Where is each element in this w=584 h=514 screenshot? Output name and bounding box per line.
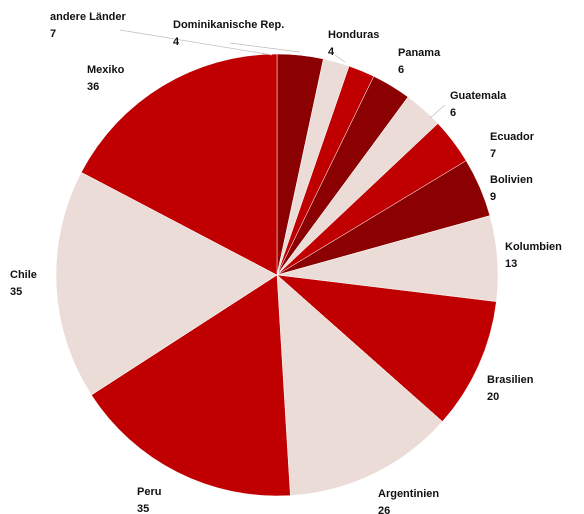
pie-slice — [55, 171, 278, 396]
slice-value: 36 — [87, 81, 99, 93]
slice-label: Bolivien — [490, 174, 533, 186]
leader-line — [229, 42, 301, 53]
slice-value: 13 — [505, 258, 517, 270]
pie-slice — [276, 274, 497, 422]
slice-label: Argentinien — [378, 488, 439, 500]
slice-label: Ecuador — [490, 131, 535, 143]
slice-label: Kolumbien — [505, 241, 562, 253]
slice-value: 4 — [328, 46, 335, 58]
slice-value: 6 — [398, 64, 404, 76]
slice-label: Peru — [137, 486, 161, 498]
slice-label: Brasilien — [487, 374, 534, 386]
pie-slice — [80, 53, 278, 276]
pie-slice — [91, 274, 291, 497]
pie-slice — [276, 274, 443, 496]
slice-label: Chile — [10, 269, 37, 281]
leader-line — [334, 54, 346, 63]
slice-value: 26 — [378, 505, 390, 514]
slice-value: 7 — [50, 28, 56, 40]
slice-value: 7 — [490, 148, 496, 160]
slice-value: 20 — [487, 391, 499, 403]
slice-label: Panama — [398, 47, 441, 59]
slice-label: andere Länder — [50, 11, 127, 23]
slice-value: 35 — [10, 286, 22, 298]
slice-label: Mexiko — [87, 64, 125, 76]
slice-value: 6 — [450, 107, 456, 119]
slice-label: Dominikanische Rep. — [173, 19, 284, 31]
leader-line — [429, 104, 446, 119]
slice-value: 4 — [173, 36, 180, 48]
slice-value: 9 — [490, 191, 496, 203]
slice-label: Guatemala — [450, 90, 507, 102]
slice-value: 35 — [137, 503, 149, 514]
leader-line — [119, 29, 273, 56]
slice-label: Honduras — [328, 29, 379, 41]
